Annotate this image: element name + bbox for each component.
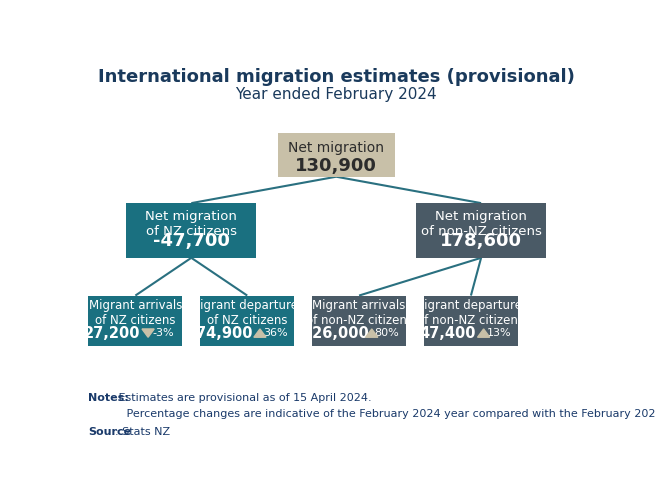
Text: Net migration: Net migration (288, 141, 384, 155)
Text: -3%: -3% (153, 328, 174, 338)
FancyBboxPatch shape (200, 295, 295, 346)
Polygon shape (365, 329, 378, 337)
Text: Notes:: Notes: (88, 392, 129, 403)
Text: Source: Source (88, 427, 131, 437)
FancyBboxPatch shape (424, 295, 518, 346)
Text: Estimates are provisional as of 15 April 2024.: Estimates are provisional as of 15 April… (115, 392, 371, 403)
Text: International migration estimates (provisional): International migration estimates (provi… (98, 68, 575, 86)
Polygon shape (254, 329, 266, 337)
Text: 27,200: 27,200 (84, 325, 141, 341)
Text: 226,000: 226,000 (303, 325, 369, 341)
FancyBboxPatch shape (89, 295, 182, 346)
Text: -47,700: -47,700 (153, 232, 230, 250)
Text: Migrant departures
of non-NZ citizens: Migrant departures of non-NZ citizens (414, 299, 528, 327)
Text: 130,900: 130,900 (295, 157, 377, 174)
Polygon shape (142, 329, 154, 337)
FancyBboxPatch shape (127, 203, 256, 258)
Text: Migrant arrivals
of NZ citizens: Migrant arrivals of NZ citizens (89, 299, 182, 327)
Text: 178,600: 178,600 (440, 232, 522, 250)
Text: Year ended February 2024: Year ended February 2024 (236, 87, 437, 102)
Text: Percentage changes are indicative of the February 2024 year compared with the Fe: Percentage changes are indicative of the… (88, 409, 656, 419)
Text: : Stats NZ: : Stats NZ (115, 427, 170, 437)
Text: 80%: 80% (375, 328, 400, 338)
Text: Net migration
of non-NZ citizens: Net migration of non-NZ citizens (420, 210, 542, 238)
Text: Migrant departures
of NZ citizens: Migrant departures of NZ citizens (190, 299, 304, 327)
FancyBboxPatch shape (417, 203, 546, 258)
Polygon shape (478, 329, 490, 337)
Text: 74,900: 74,900 (196, 325, 253, 341)
FancyBboxPatch shape (312, 295, 406, 346)
Text: Net migration
of NZ citizens: Net migration of NZ citizens (146, 210, 237, 238)
Text: 47,400: 47,400 (420, 325, 476, 341)
Text: 13%: 13% (487, 328, 511, 338)
FancyBboxPatch shape (277, 133, 395, 177)
Text: 36%: 36% (263, 328, 287, 338)
Text: Migrant arrivals
of non-NZ citizens: Migrant arrivals of non-NZ citizens (306, 299, 413, 327)
